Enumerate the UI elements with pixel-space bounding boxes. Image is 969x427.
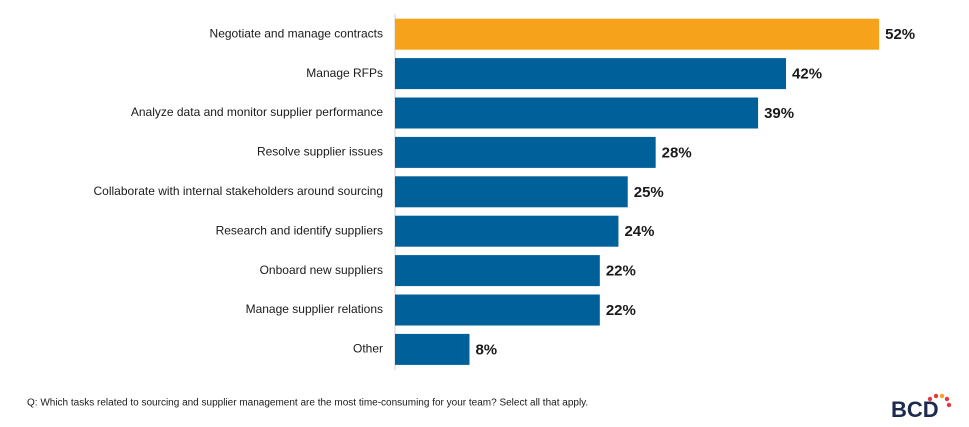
value-label: 39%	[764, 105, 794, 122]
value-label: 28%	[662, 144, 692, 161]
category-label: Onboard new suppliers	[260, 263, 383, 277]
logo-dot	[927, 396, 933, 402]
bar	[395, 294, 600, 326]
logo-dot	[946, 402, 952, 408]
bar	[395, 136, 656, 168]
category-label: Manage RFPs	[306, 66, 383, 80]
bar	[395, 255, 600, 287]
value-label: 52%	[885, 26, 915, 43]
bar	[395, 58, 787, 90]
logo-dot	[933, 393, 939, 399]
logo-dot	[939, 393, 945, 399]
footnote: Q: Which tasks related to sourcing and s…	[27, 398, 588, 409]
value-label: 42%	[792, 66, 822, 83]
value-label: 8%	[475, 341, 497, 358]
category-label: Analyze data and monitor supplier perfor…	[131, 105, 383, 119]
category-label: Resolve supplier issues	[257, 145, 383, 159]
category-label: Manage supplier relations	[246, 302, 383, 316]
bar	[395, 215, 619, 247]
bar	[395, 97, 759, 129]
category-label: Research and identify suppliers	[216, 223, 383, 237]
value-label: 24%	[624, 223, 654, 240]
bar	[395, 176, 628, 208]
value-label: 22%	[606, 263, 636, 280]
category-label: Collaborate with internal stakeholders a…	[94, 184, 384, 198]
logo-dot	[944, 396, 950, 402]
value-label: 22%	[606, 302, 636, 319]
category-label: Negotiate and manage contracts	[210, 26, 383, 40]
value-label: 25%	[634, 184, 664, 201]
bar	[395, 18, 880, 50]
category-label: Other	[353, 342, 383, 356]
bar	[395, 333, 470, 365]
